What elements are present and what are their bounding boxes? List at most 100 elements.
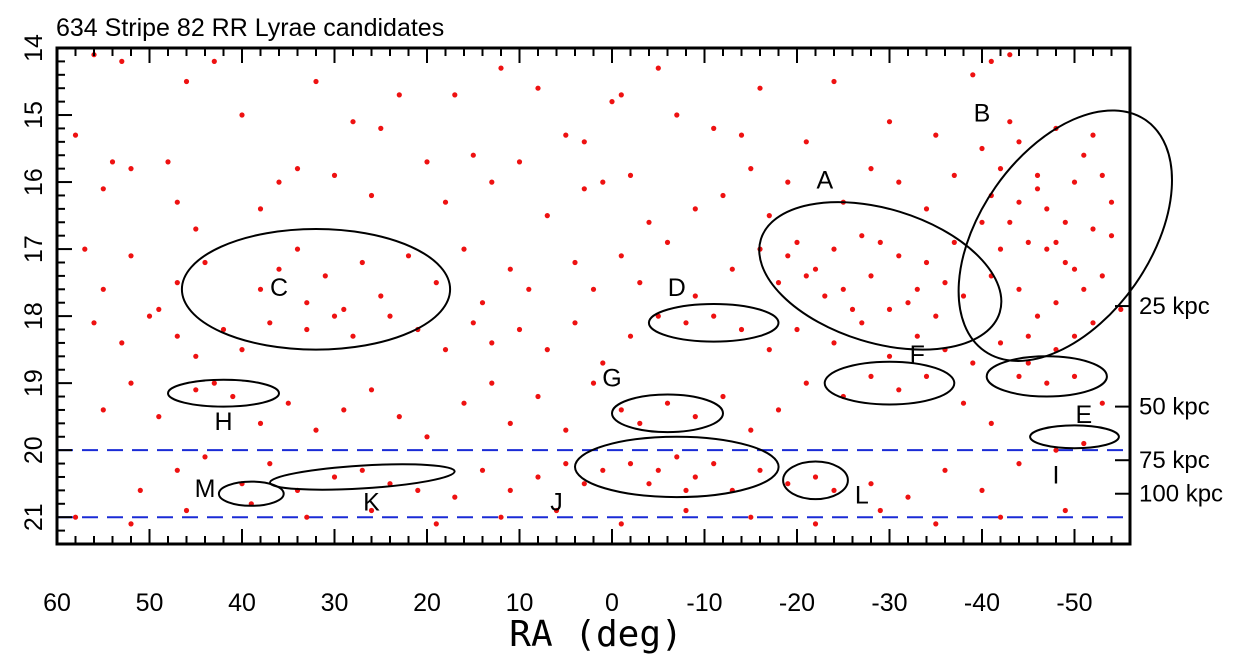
data-point <box>82 246 88 252</box>
data-point <box>997 246 1004 252</box>
data-point <box>507 420 513 426</box>
data-point <box>868 273 874 279</box>
data-point <box>1053 447 1059 453</box>
data-point <box>692 206 698 212</box>
data-point <box>257 420 264 426</box>
data-point <box>535 393 541 400</box>
data-point <box>637 420 643 426</box>
data-point <box>72 514 79 520</box>
region-label-h: H <box>214 408 232 436</box>
x-tick-label: 50 <box>136 589 164 617</box>
data-point <box>424 434 430 440</box>
y-tick-label: 15 <box>20 101 48 129</box>
data-point <box>146 313 153 319</box>
data-point <box>600 467 606 473</box>
data-point <box>1090 132 1096 138</box>
data-point <box>507 266 513 272</box>
data-point <box>859 233 865 239</box>
data-point <box>896 179 902 185</box>
data-point <box>1099 172 1105 178</box>
data-point <box>942 280 948 286</box>
data-point <box>933 313 939 319</box>
data-point <box>794 326 800 333</box>
data-point <box>600 360 606 366</box>
data-point <box>905 300 911 306</box>
region-label-a: A <box>816 167 833 195</box>
region-ellipse-i <box>985 355 1108 398</box>
data-point <box>637 280 643 286</box>
data-point <box>109 159 116 165</box>
data-point <box>489 179 495 185</box>
data-point <box>498 514 504 520</box>
data-point <box>979 219 985 225</box>
data-point <box>1053 239 1059 245</box>
data-point <box>738 132 745 138</box>
region-label-k: K <box>363 488 380 516</box>
data-point <box>785 481 791 487</box>
data-point <box>1062 259 1068 266</box>
data-point <box>664 400 671 406</box>
x-tick-label: -20 <box>779 589 815 617</box>
data-point <box>766 213 772 219</box>
data-point <box>896 253 902 259</box>
data-point <box>100 407 106 413</box>
data-point <box>859 320 865 326</box>
data-point <box>341 407 347 413</box>
x-tick-label: 60 <box>43 589 71 617</box>
data-point <box>1025 333 1031 339</box>
data-point <box>711 313 717 319</box>
data-point <box>479 300 486 306</box>
data-point <box>257 206 264 212</box>
data-point <box>1044 206 1050 212</box>
data-point <box>914 286 920 292</box>
data-point <box>128 380 134 386</box>
data-point <box>692 293 698 299</box>
data-point <box>119 58 125 64</box>
data-point <box>627 333 634 339</box>
data-point <box>970 72 976 78</box>
data-point <box>331 313 338 319</box>
y-tick-label: 21 <box>20 503 48 531</box>
data-point <box>387 313 393 319</box>
data-point <box>202 259 208 266</box>
data-point <box>544 347 550 353</box>
data-point <box>627 172 634 178</box>
data-point <box>775 280 782 286</box>
data-point <box>1108 233 1115 239</box>
data-point <box>183 78 190 85</box>
data-point <box>461 400 467 406</box>
data-point <box>433 521 439 527</box>
data-point <box>452 92 458 98</box>
data-point <box>581 481 587 487</box>
data-point <box>211 58 217 64</box>
plot-frame <box>55 46 1132 546</box>
region-label-f: F <box>910 341 925 369</box>
data-point <box>868 481 874 487</box>
region-label-d: D <box>668 274 686 302</box>
data-point <box>914 333 920 339</box>
data-point <box>1053 300 1059 306</box>
data-point <box>489 340 495 346</box>
data-point <box>1016 139 1022 145</box>
data-point <box>886 306 893 312</box>
data-point <box>405 253 412 259</box>
data-point <box>183 507 190 514</box>
data-point <box>202 454 208 460</box>
data-point <box>563 132 569 138</box>
data-point <box>942 467 948 473</box>
data-point <box>923 373 930 379</box>
data-point <box>988 420 994 426</box>
region-label-b: B <box>974 100 991 128</box>
data-point <box>72 132 79 138</box>
data-point <box>156 306 162 312</box>
data-point <box>692 474 698 480</box>
data-point <box>350 333 356 339</box>
data-point <box>590 286 597 292</box>
data-point <box>581 186 587 192</box>
data-point <box>128 166 134 172</box>
data-point <box>378 293 384 299</box>
data-point <box>757 467 763 473</box>
data-point <box>220 326 227 333</box>
region-ellipse-c <box>180 227 452 351</box>
region-label-l: L <box>855 482 869 510</box>
